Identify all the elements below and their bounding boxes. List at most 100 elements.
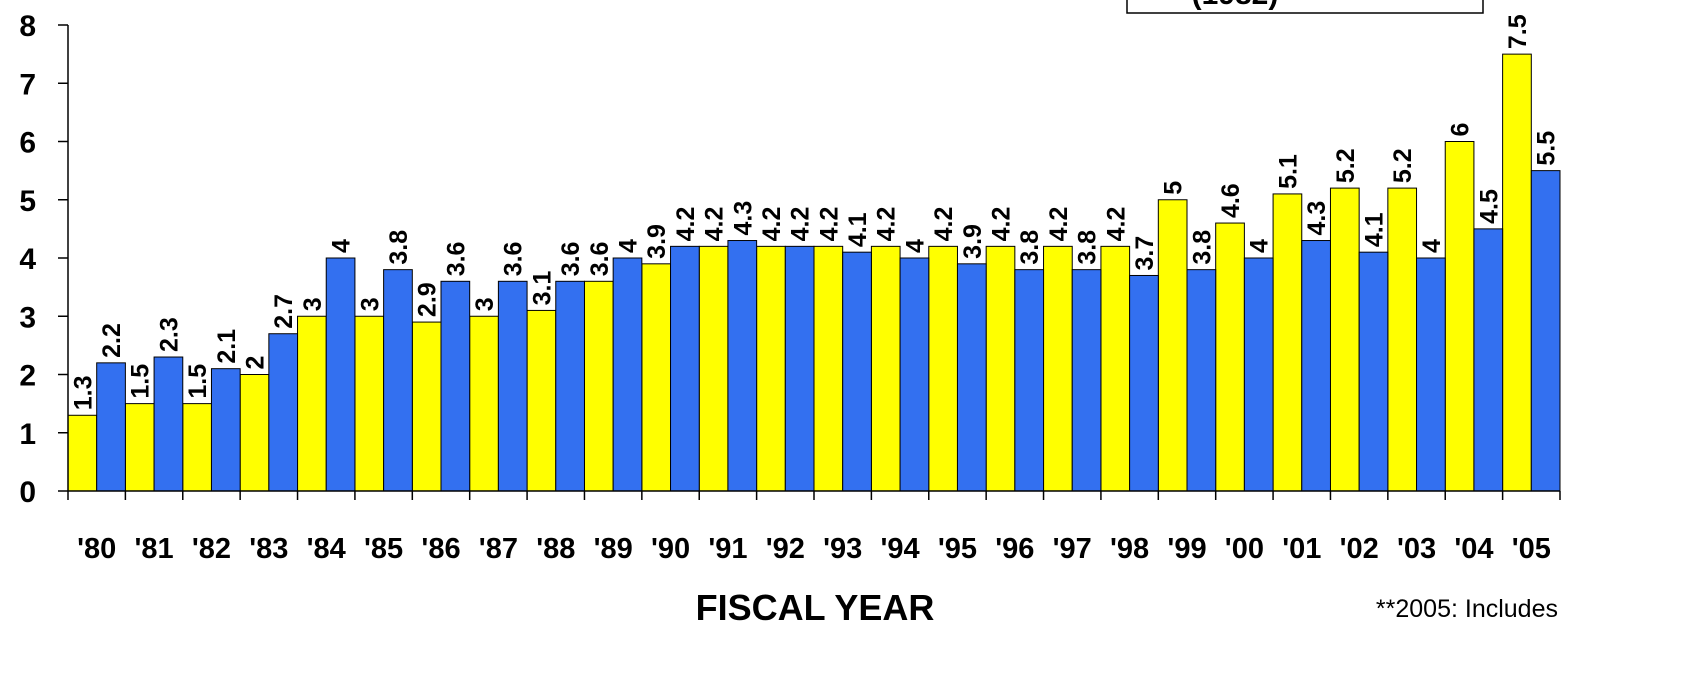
- data-label: 4.2: [988, 207, 1016, 242]
- bar: [641, 263, 672, 492]
- bar: [124, 403, 155, 492]
- data-label: 1.5: [184, 364, 212, 399]
- bar: [268, 333, 299, 492]
- data-label: 4.2: [1045, 207, 1073, 242]
- x-tick-label: '89: [594, 533, 633, 565]
- x-tick-label: '81: [134, 533, 173, 565]
- bar: [1416, 257, 1446, 492]
- bar: [354, 315, 385, 492]
- data-label: 4.2: [787, 207, 815, 242]
- data-label: 4: [901, 239, 929, 253]
- x-tick-label: '94: [880, 533, 919, 565]
- bar: [153, 356, 184, 492]
- y-tick-label: 2: [19, 360, 36, 393]
- bar: [411, 321, 442, 492]
- bar: [1100, 245, 1131, 492]
- x-tick-label: '93: [823, 533, 862, 565]
- bar: [1186, 269, 1217, 492]
- x-axis-label: FISCAL YEAR: [696, 587, 935, 628]
- data-label: 3.6: [442, 242, 470, 277]
- x-tick-label: '90: [651, 533, 690, 565]
- bar: [1358, 251, 1389, 492]
- bar: [96, 362, 126, 492]
- data-label: 4.5: [1475, 189, 1503, 224]
- bar: [297, 315, 327, 492]
- bar: [440, 280, 471, 492]
- data-label: 4: [1246, 239, 1274, 253]
- y-tick-label: 0: [19, 476, 36, 509]
- x-tick-label: '98: [1110, 533, 1149, 565]
- data-label: 4.2: [815, 207, 843, 242]
- y-tick-label: 5: [19, 185, 36, 218]
- bar: [210, 368, 241, 492]
- x-tick-label: '83: [249, 533, 288, 565]
- bar: [469, 315, 499, 492]
- data-label: 3: [356, 297, 384, 311]
- bar: [1215, 222, 1245, 492]
- x-tick-label: '91: [708, 533, 747, 565]
- x-tick-label: '88: [536, 533, 575, 565]
- x-tick-label: '87: [479, 533, 518, 565]
- bar: [1272, 193, 1303, 492]
- y-tick-label: 3: [19, 301, 36, 334]
- bar: [583, 280, 614, 492]
- y-tick-label: 6: [19, 127, 36, 160]
- bar: [899, 257, 930, 492]
- data-label: 3.9: [643, 224, 671, 259]
- data-label: 2.2: [98, 323, 126, 358]
- x-tick-label: '84: [307, 533, 346, 565]
- data-label: 2.3: [155, 317, 183, 352]
- data-label: 2.7: [270, 294, 298, 329]
- x-tick-label: '01: [1282, 533, 1321, 565]
- bar: [813, 245, 844, 492]
- data-label: 3.8: [1188, 230, 1216, 265]
- x-tick-label: '85: [364, 533, 403, 565]
- x-tick-label: '00: [1225, 533, 1264, 565]
- data-label: 3.8: [1016, 230, 1044, 265]
- bar: [1157, 199, 1188, 492]
- x-tick-label: '99: [1167, 533, 1206, 565]
- bar: [526, 309, 557, 492]
- data-label: 4.2: [758, 207, 786, 242]
- data-label: 3.6: [557, 242, 585, 277]
- y-tick-label: 1: [19, 418, 36, 451]
- data-label: 3.9: [959, 224, 987, 259]
- bar: [1473, 228, 1504, 492]
- bar: [756, 245, 786, 492]
- bar: [1014, 269, 1045, 492]
- data-label: 5.5: [1533, 131, 1561, 166]
- bar: [1301, 240, 1331, 492]
- bar: [239, 374, 270, 492]
- data-label: 2.1: [213, 329, 241, 364]
- footnote: **2005: Includes: [1376, 595, 1558, 623]
- bar: [1243, 257, 1274, 492]
- data-label: 5.1: [1274, 154, 1302, 189]
- data-label: 4.3: [1303, 201, 1331, 236]
- data-label: 3.8: [1074, 230, 1102, 265]
- data-label: 3: [471, 297, 499, 311]
- x-tick-label: '97: [1053, 533, 1092, 565]
- data-label: 2.9: [414, 282, 442, 317]
- bar: [985, 245, 1016, 492]
- bar: [670, 245, 700, 492]
- legend-text: (1982): [1192, 0, 1279, 11]
- data-label: 4.1: [1361, 212, 1389, 247]
- bar: [928, 245, 958, 492]
- data-label: 4.2: [930, 207, 958, 242]
- data-label: 4.1: [844, 212, 872, 247]
- y-tick-label: 4: [19, 243, 36, 276]
- bar: [870, 245, 901, 492]
- data-label: 5: [1160, 181, 1188, 195]
- x-tick-label: '04: [1454, 533, 1493, 565]
- bar: [1530, 170, 1561, 492]
- data-label: 4: [615, 239, 643, 253]
- bar: [325, 257, 356, 492]
- y-tick-label: 7: [19, 68, 36, 101]
- data-label: 3.6: [586, 242, 614, 277]
- bar: [182, 403, 212, 492]
- bar: [383, 269, 413, 492]
- bar: [698, 245, 729, 492]
- x-tick-label: '80: [77, 533, 116, 565]
- bar: [497, 280, 528, 492]
